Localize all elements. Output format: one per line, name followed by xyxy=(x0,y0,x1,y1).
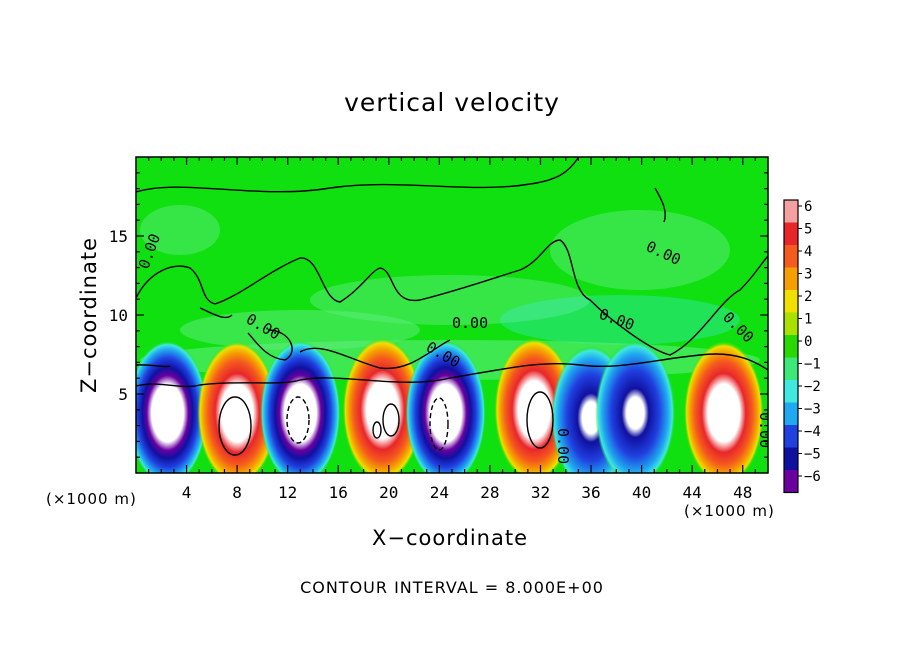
x-tick-label: 24 xyxy=(430,483,449,502)
updraft-cell-4 xyxy=(342,337,423,473)
colorbar-label: −4 xyxy=(804,424,821,440)
colorbar-label: 6 xyxy=(804,199,812,215)
x-unit-left: (×1000 m) xyxy=(46,490,137,508)
colorbar-label: 0 xyxy=(804,334,812,350)
colorbar-swatch xyxy=(784,470,798,493)
colorbar-swatch xyxy=(784,200,798,223)
contour-interval-note: CONTOUR INTERVAL = 8.000E+00 xyxy=(300,578,604,597)
y-tick-label: 5 xyxy=(118,385,128,404)
colorbar-frame xyxy=(783,199,799,494)
x-unit-right: (×1000 m) xyxy=(684,502,775,520)
colorbar-swatch xyxy=(784,380,798,403)
downdraft-cell-1 xyxy=(136,340,208,473)
colorbar-label: 3 xyxy=(804,267,812,283)
x-tick-label: 20 xyxy=(379,483,398,502)
colorbar-swatch xyxy=(784,402,798,425)
x-tick-label: 40 xyxy=(632,483,651,502)
colorbar-label: −1 xyxy=(804,357,821,373)
x-tick-label: 32 xyxy=(531,483,550,502)
colorbar-swatch xyxy=(784,357,798,380)
x-tick-label: 8 xyxy=(232,483,242,502)
contour-label-9: 0.00 xyxy=(756,412,774,448)
colorbar-label: 2 xyxy=(804,289,812,305)
colorbar-swatch xyxy=(784,267,798,290)
colorbar-label: −3 xyxy=(804,402,821,418)
colorbar-swatch xyxy=(784,425,798,448)
colorbar-label: 1 xyxy=(804,312,812,328)
contour-label-8: 0.00 xyxy=(554,428,572,464)
x-tick-label: 28 xyxy=(480,483,499,502)
colorbar-swatch xyxy=(784,447,798,470)
updraft-cell-2 xyxy=(197,340,278,473)
colorbar-label: 5 xyxy=(804,222,812,238)
colorbar-swatch xyxy=(784,290,798,313)
colorbar-swatch xyxy=(784,245,798,268)
colorbar-label: −5 xyxy=(804,447,821,463)
colorbar-swatch xyxy=(784,312,798,335)
x-tick-label: 4 xyxy=(182,483,192,502)
colorbar-label: 4 xyxy=(804,244,812,260)
colorbar-swatch xyxy=(784,222,798,245)
y-tick-label: 15 xyxy=(109,227,128,246)
contour-label-3: 0.00 xyxy=(452,314,488,332)
contour-lines xyxy=(136,157,768,456)
colorbar-label: −6 xyxy=(804,469,821,485)
x-axis-label: X−coordinate xyxy=(372,526,528,550)
colorbar-swatch xyxy=(784,335,798,358)
updraft-cell-9 xyxy=(683,340,764,473)
x-tick-label: 48 xyxy=(733,483,752,502)
x-tick-label: 12 xyxy=(278,483,297,502)
chart-title: vertical velocity xyxy=(344,88,560,117)
x-tick-label: 16 xyxy=(329,483,348,502)
colorbar-label: −2 xyxy=(804,379,821,395)
downdraft-cell-8 xyxy=(595,340,676,473)
y-tick-label: 10 xyxy=(109,306,128,325)
x-tick-label: 44 xyxy=(683,483,702,502)
x-tick-label: 36 xyxy=(581,483,600,502)
downdraft-cell-3 xyxy=(260,340,341,473)
